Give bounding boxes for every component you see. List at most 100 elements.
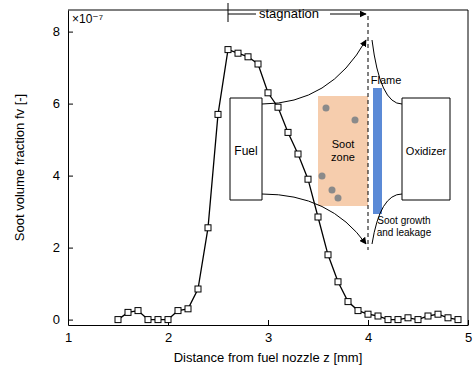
data-point	[455, 317, 461, 323]
y-tick: 0	[53, 312, 73, 327]
data-point	[435, 311, 441, 317]
data-point	[335, 279, 341, 285]
oxidizer-nozzle	[402, 98, 450, 99]
y-tick-label: 0	[53, 312, 60, 327]
data-point	[265, 90, 271, 96]
data-point	[395, 317, 401, 323]
soot-particle	[329, 187, 336, 194]
oxidizer-nozzle	[450, 98, 451, 200]
fuel-label: Fuel	[234, 144, 257, 158]
y-axis-title: Soot volume fraction fv [-]	[12, 94, 27, 241]
soot-particle	[323, 105, 330, 112]
data-point	[235, 50, 241, 56]
y-tick: 6	[53, 96, 73, 111]
x-tick-label: 2	[165, 330, 172, 345]
data-point	[135, 308, 141, 314]
data-point	[145, 317, 151, 323]
data-point	[185, 306, 191, 312]
fuel-nozzle	[230, 200, 262, 201]
data-point	[175, 308, 181, 314]
x-tick-label: 3	[265, 330, 272, 345]
data-point	[285, 129, 291, 135]
data-point	[165, 317, 171, 323]
x-tick-mark	[468, 320, 469, 325]
data-point	[125, 309, 131, 315]
x-tick: 3	[265, 320, 272, 345]
stagnation-arrow	[330, 14, 366, 15]
soot-zone-label: Soot	[332, 138, 355, 150]
x-tick: 5	[465, 320, 472, 345]
x-axis-line	[69, 325, 469, 326]
stagnation-bar	[228, 3, 229, 22]
data-point	[415, 317, 421, 323]
data-point	[255, 61, 261, 67]
x-tick-label: 1	[65, 330, 72, 345]
y-tick-mark	[68, 104, 73, 105]
soot-zone	[318, 96, 368, 206]
streamline	[262, 40, 366, 104]
y-tick-mark	[68, 320, 73, 321]
data-point	[405, 315, 411, 321]
fuel-nozzle	[230, 98, 231, 200]
y-tick-label: 4	[53, 168, 60, 183]
data-point	[445, 315, 451, 321]
flame-label: Flame	[371, 74, 402, 86]
y-multiplier: ×10⁻⁷	[72, 12, 103, 26]
stagnation-label: stagnation	[259, 6, 319, 21]
soot-particle	[352, 117, 359, 124]
soot-leak-label: Soot growth	[377, 215, 430, 226]
streamline	[372, 40, 402, 104]
data-point	[245, 54, 251, 60]
y-tick: 8	[53, 24, 73, 39]
x-axis: 1 2 3 4 5	[65, 320, 472, 345]
data-point	[325, 252, 331, 258]
data-point	[355, 308, 361, 314]
data-point	[205, 225, 211, 231]
y-tick: 4	[53, 168, 73, 183]
data-point	[365, 311, 371, 317]
inset	[230, 16, 450, 250]
oxidizer-label: Oxidizer	[406, 145, 447, 157]
oxidizer-nozzle	[402, 200, 450, 201]
data-point	[425, 313, 431, 319]
x-tick-mark	[268, 320, 269, 325]
x-axis-title: Distance from fuel nozzle z [mm]	[174, 350, 363, 365]
data-point	[195, 286, 201, 292]
soot-particle	[319, 173, 326, 180]
chart: 1 2 3 4 5 0 2 4 6 8 Distance from fuel nozzle z [m…	[0, 0, 474, 378]
flame	[373, 88, 382, 214]
data-point	[295, 151, 301, 157]
stagnation-plane	[368, 16, 369, 250]
data-point	[155, 317, 161, 323]
y-tick: 2	[53, 240, 73, 255]
data-point	[385, 317, 391, 323]
data-point	[345, 299, 351, 305]
data-point	[215, 111, 221, 117]
data-line	[118, 50, 458, 320]
x-tick-label: 5	[465, 330, 472, 345]
fuel-nozzle	[262, 98, 263, 200]
data-point	[225, 47, 231, 53]
x-tick: 2	[165, 320, 172, 345]
soot-leak-label: and leakage	[377, 227, 432, 238]
frame-right	[468, 10, 469, 325]
data-point	[315, 214, 321, 220]
y-axis-line	[68, 11, 69, 326]
data-point	[275, 104, 281, 110]
stagnation-leader	[228, 14, 256, 15]
y-tick-mark	[68, 248, 73, 249]
y-tick-label: 2	[53, 240, 60, 255]
y-tick-label: 6	[53, 96, 60, 111]
data-point	[375, 313, 381, 319]
x-tick-label: 4	[365, 330, 372, 345]
data-layer	[115, 47, 461, 323]
oxidizer-nozzle	[402, 98, 403, 200]
data-point	[115, 317, 121, 323]
soot-zone-label: zone	[331, 151, 355, 163]
x-tick-mark	[368, 320, 369, 325]
y-tick-mark	[68, 32, 73, 33]
data-point	[305, 176, 311, 182]
y-tick-label: 8	[53, 24, 60, 39]
y-axis: 0 2 4 6 8	[53, 11, 73, 328]
soot-particle	[335, 195, 342, 202]
